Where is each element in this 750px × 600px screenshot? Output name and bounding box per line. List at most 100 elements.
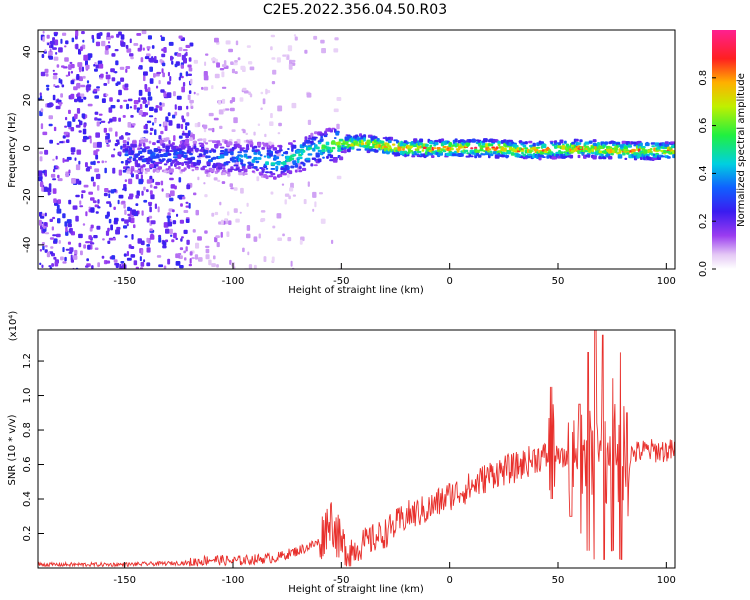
heatmap-cell	[142, 142, 146, 147]
heatmap-cell	[208, 139, 213, 142]
heatmap-cell	[119, 66, 125, 70]
top-x-tick-label: -150	[113, 276, 136, 287]
heatmap-cell	[195, 209, 199, 216]
heatmap-cell	[179, 140, 183, 144]
bottom-y-tick-label: 0.8	[22, 422, 33, 438]
heatmap-cell	[126, 257, 132, 261]
heatmap-cell	[532, 142, 536, 147]
heatmap-cell	[158, 80, 161, 85]
heatmap-cell	[59, 101, 62, 107]
colorbar-label: Normalized spectral amplitude	[736, 73, 747, 227]
heatmap-cell	[446, 152, 451, 157]
heatmap-cell	[160, 35, 163, 38]
heatmap-cell	[66, 156, 72, 161]
heatmap-cell	[105, 230, 110, 236]
heatmap-cell	[123, 253, 127, 257]
heatmap-cell	[70, 254, 73, 261]
heatmap-cell	[221, 71, 225, 78]
heatmap-cell	[214, 236, 218, 243]
heatmap-cell	[127, 137, 130, 141]
heatmap-cell	[146, 53, 151, 57]
heatmap-cell	[334, 37, 339, 41]
heatmap-cell	[264, 133, 267, 138]
heatmap-cell	[219, 201, 222, 206]
heatmap-cell	[39, 262, 42, 266]
heatmap-cell	[242, 147, 245, 150]
heatmap-cell	[189, 153, 193, 156]
heatmap-cell	[177, 166, 181, 170]
heatmap-cell	[321, 148, 326, 153]
top-y-tick-label: -40	[22, 237, 33, 253]
heatmap-cell	[351, 146, 355, 150]
heatmap-cell	[187, 64, 192, 68]
heatmap-cell	[327, 146, 331, 150]
heatmap-cell	[320, 39, 325, 44]
heatmap-cell	[270, 162, 276, 166]
heatmap-cell	[76, 83, 79, 87]
heatmap-cell	[203, 86, 209, 91]
heatmap-cell	[193, 91, 196, 95]
heatmap-cell	[82, 39, 85, 43]
heatmap-cell	[168, 165, 171, 169]
heatmap-cell	[181, 132, 187, 136]
heatmap-cell	[115, 131, 118, 137]
heatmap-cell	[65, 40, 69, 45]
bottom-y-ticks: 0.2 0.4 0.6 0.8 1.0 1.2	[22, 353, 44, 541]
heatmap-cell	[44, 68, 49, 73]
heatmap-cell	[76, 108, 81, 114]
heatmap-cell	[176, 213, 179, 217]
heatmap-cell	[173, 91, 176, 97]
heatmap-cell	[248, 264, 253, 269]
heatmap-cell	[138, 178, 143, 185]
heatmap-cell	[122, 188, 125, 191]
heatmap-cell	[140, 261, 145, 267]
heatmap-cell	[185, 51, 188, 57]
heatmap-cell	[205, 245, 210, 248]
heatmap-cell	[62, 32, 67, 36]
heatmap-cell	[356, 148, 362, 151]
heatmap-cell	[279, 173, 283, 178]
heatmap-cell	[294, 36, 298, 41]
heatmap-cell	[130, 150, 135, 155]
heatmap-cell	[121, 218, 125, 222]
heatmap-cell	[96, 141, 102, 148]
heatmap-cell	[133, 260, 138, 266]
heatmap-cell	[187, 94, 191, 101]
heatmap-cell	[241, 163, 246, 166]
heatmap-cell	[122, 169, 127, 173]
heatmap-cell	[100, 73, 104, 78]
heatmap-cell	[217, 163, 223, 168]
heatmap-cell	[290, 182, 294, 189]
heatmap-cell	[93, 88, 97, 92]
heatmap-cell	[85, 162, 88, 168]
heatmap-cell	[120, 261, 125, 264]
heatmap-cell	[221, 86, 227, 89]
heatmap-cell	[162, 144, 166, 149]
heatmap-cell	[129, 160, 132, 163]
heatmap-cell	[44, 212, 47, 217]
heatmap-cell	[179, 219, 184, 224]
snr-panel: -150 -100 -50 0 50 100 0.2 0.4 0.6 0.8 1.0 1.2 Hei…	[7, 311, 676, 595]
heatmap-cell	[489, 153, 494, 157]
heatmap-cell	[149, 175, 153, 180]
heatmap-cell	[434, 139, 439, 143]
heatmap-cell	[138, 150, 143, 154]
heatmap-cell	[40, 123, 44, 130]
heatmap-cell	[178, 76, 181, 81]
heatmap-cell	[156, 85, 159, 89]
heatmap-cell	[240, 65, 246, 70]
heatmap-cell	[265, 161, 269, 166]
heatmap-cell	[347, 148, 351, 153]
heatmap-cell	[580, 152, 585, 154]
heatmap-cell	[110, 189, 115, 194]
heatmap-cell	[278, 149, 283, 152]
heatmap-cell	[218, 143, 222, 146]
heatmap-cell	[442, 150, 447, 153]
heatmap-cell	[292, 194, 296, 197]
heatmap-cell	[255, 168, 259, 172]
heatmap-cell	[318, 192, 323, 195]
heatmap-cell	[168, 208, 173, 212]
heatmap-cell	[73, 86, 78, 91]
heatmap-cell	[253, 152, 258, 155]
heatmap-cell	[167, 112, 171, 117]
